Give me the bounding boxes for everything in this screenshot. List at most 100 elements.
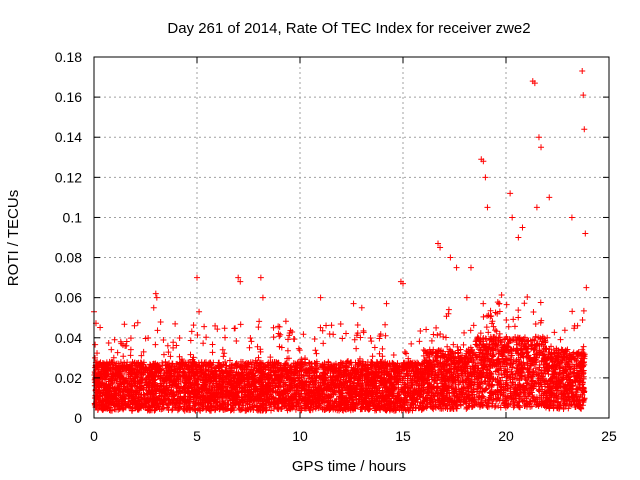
noise-point [295, 345, 302, 352]
noise-point [470, 386, 477, 393]
noise-point [477, 330, 484, 337]
noise-point [489, 402, 496, 409]
noise-point [255, 354, 262, 361]
noise-point [368, 338, 375, 345]
noise-point [461, 329, 468, 336]
noise-point [457, 402, 464, 409]
noise-point [376, 335, 383, 342]
noise-point [510, 316, 517, 323]
noise-point [160, 336, 167, 343]
noise-point [369, 353, 376, 360]
noise-point [557, 336, 564, 343]
noise-point [436, 366, 443, 373]
noise-point [487, 313, 494, 320]
noise-point [301, 372, 308, 379]
noise-point [566, 364, 573, 371]
noise-point [496, 308, 503, 315]
noise-point [222, 334, 229, 341]
noise-point [270, 334, 277, 341]
noise-point [485, 403, 492, 410]
noise-point [400, 389, 407, 396]
noise-point [226, 357, 233, 364]
noise-point [248, 366, 255, 373]
noise-point [537, 319, 544, 326]
noise-point [108, 346, 115, 353]
noise-point [432, 369, 439, 376]
noise-point [536, 340, 543, 347]
noise-point [220, 353, 227, 360]
noise-point [483, 336, 490, 343]
noise-point [312, 347, 319, 354]
noise-point [450, 406, 457, 413]
noise-point [219, 346, 226, 353]
noise-point [475, 374, 482, 381]
noise-point [511, 323, 518, 330]
noise-point [267, 354, 274, 361]
noise-point [149, 361, 156, 368]
noise-point [382, 332, 389, 339]
noise-point [442, 334, 449, 341]
noise-point [357, 334, 364, 341]
noise-point [507, 384, 514, 391]
noise-point [430, 331, 437, 338]
noise-point [187, 351, 194, 358]
noise-point [477, 347, 484, 354]
noise-point [406, 385, 413, 392]
noise-point [276, 333, 283, 340]
noise-point [534, 371, 541, 378]
noise-point [133, 390, 140, 397]
noise-point [490, 323, 497, 330]
noise-point [127, 335, 134, 342]
noise-point [485, 329, 492, 336]
noise-point [482, 386, 489, 393]
noise-point [200, 340, 207, 347]
noise-point [176, 334, 183, 341]
noise-point [282, 318, 289, 325]
noise-point [545, 349, 552, 356]
noise-point [390, 351, 397, 358]
noise-point [167, 353, 174, 360]
noise-point [522, 376, 529, 383]
noise-point [405, 372, 412, 379]
noise-point [489, 318, 496, 325]
data-points-layer [91, 68, 590, 414]
noise-point [154, 327, 161, 334]
noise-point [367, 334, 374, 341]
noise-point [528, 374, 535, 381]
noise-point [134, 319, 141, 326]
noise-point [343, 330, 350, 337]
noise-point [505, 323, 512, 330]
noise-point [382, 321, 389, 328]
noise-point [433, 324, 440, 331]
noise-point [246, 344, 253, 351]
noise-point [247, 334, 254, 341]
noise-point [483, 340, 490, 347]
noise-point [544, 334, 551, 341]
noise-point [221, 325, 228, 332]
noise-point [157, 319, 164, 326]
noise-point [537, 369, 544, 376]
noise-point [532, 321, 539, 328]
noise-point [495, 334, 502, 341]
noise-point [152, 341, 159, 348]
noise-point [188, 328, 195, 335]
noise-point [351, 392, 358, 399]
noise-point [194, 377, 201, 384]
noise-point [445, 306, 452, 313]
noise-point [284, 347, 291, 354]
noise-point [277, 331, 284, 338]
noise-point [408, 401, 415, 408]
noise-point [449, 404, 456, 411]
noise-point [237, 321, 244, 328]
noise-point [515, 314, 522, 321]
noise-point [525, 367, 532, 374]
noise-point [551, 368, 558, 375]
noise-point [470, 322, 477, 329]
noise-point [467, 327, 474, 334]
noise-point [170, 339, 177, 346]
noise-point [127, 352, 134, 359]
noise-point [140, 348, 147, 355]
noise-point [272, 389, 279, 396]
noise-point [550, 404, 557, 411]
noise-point [521, 300, 528, 307]
